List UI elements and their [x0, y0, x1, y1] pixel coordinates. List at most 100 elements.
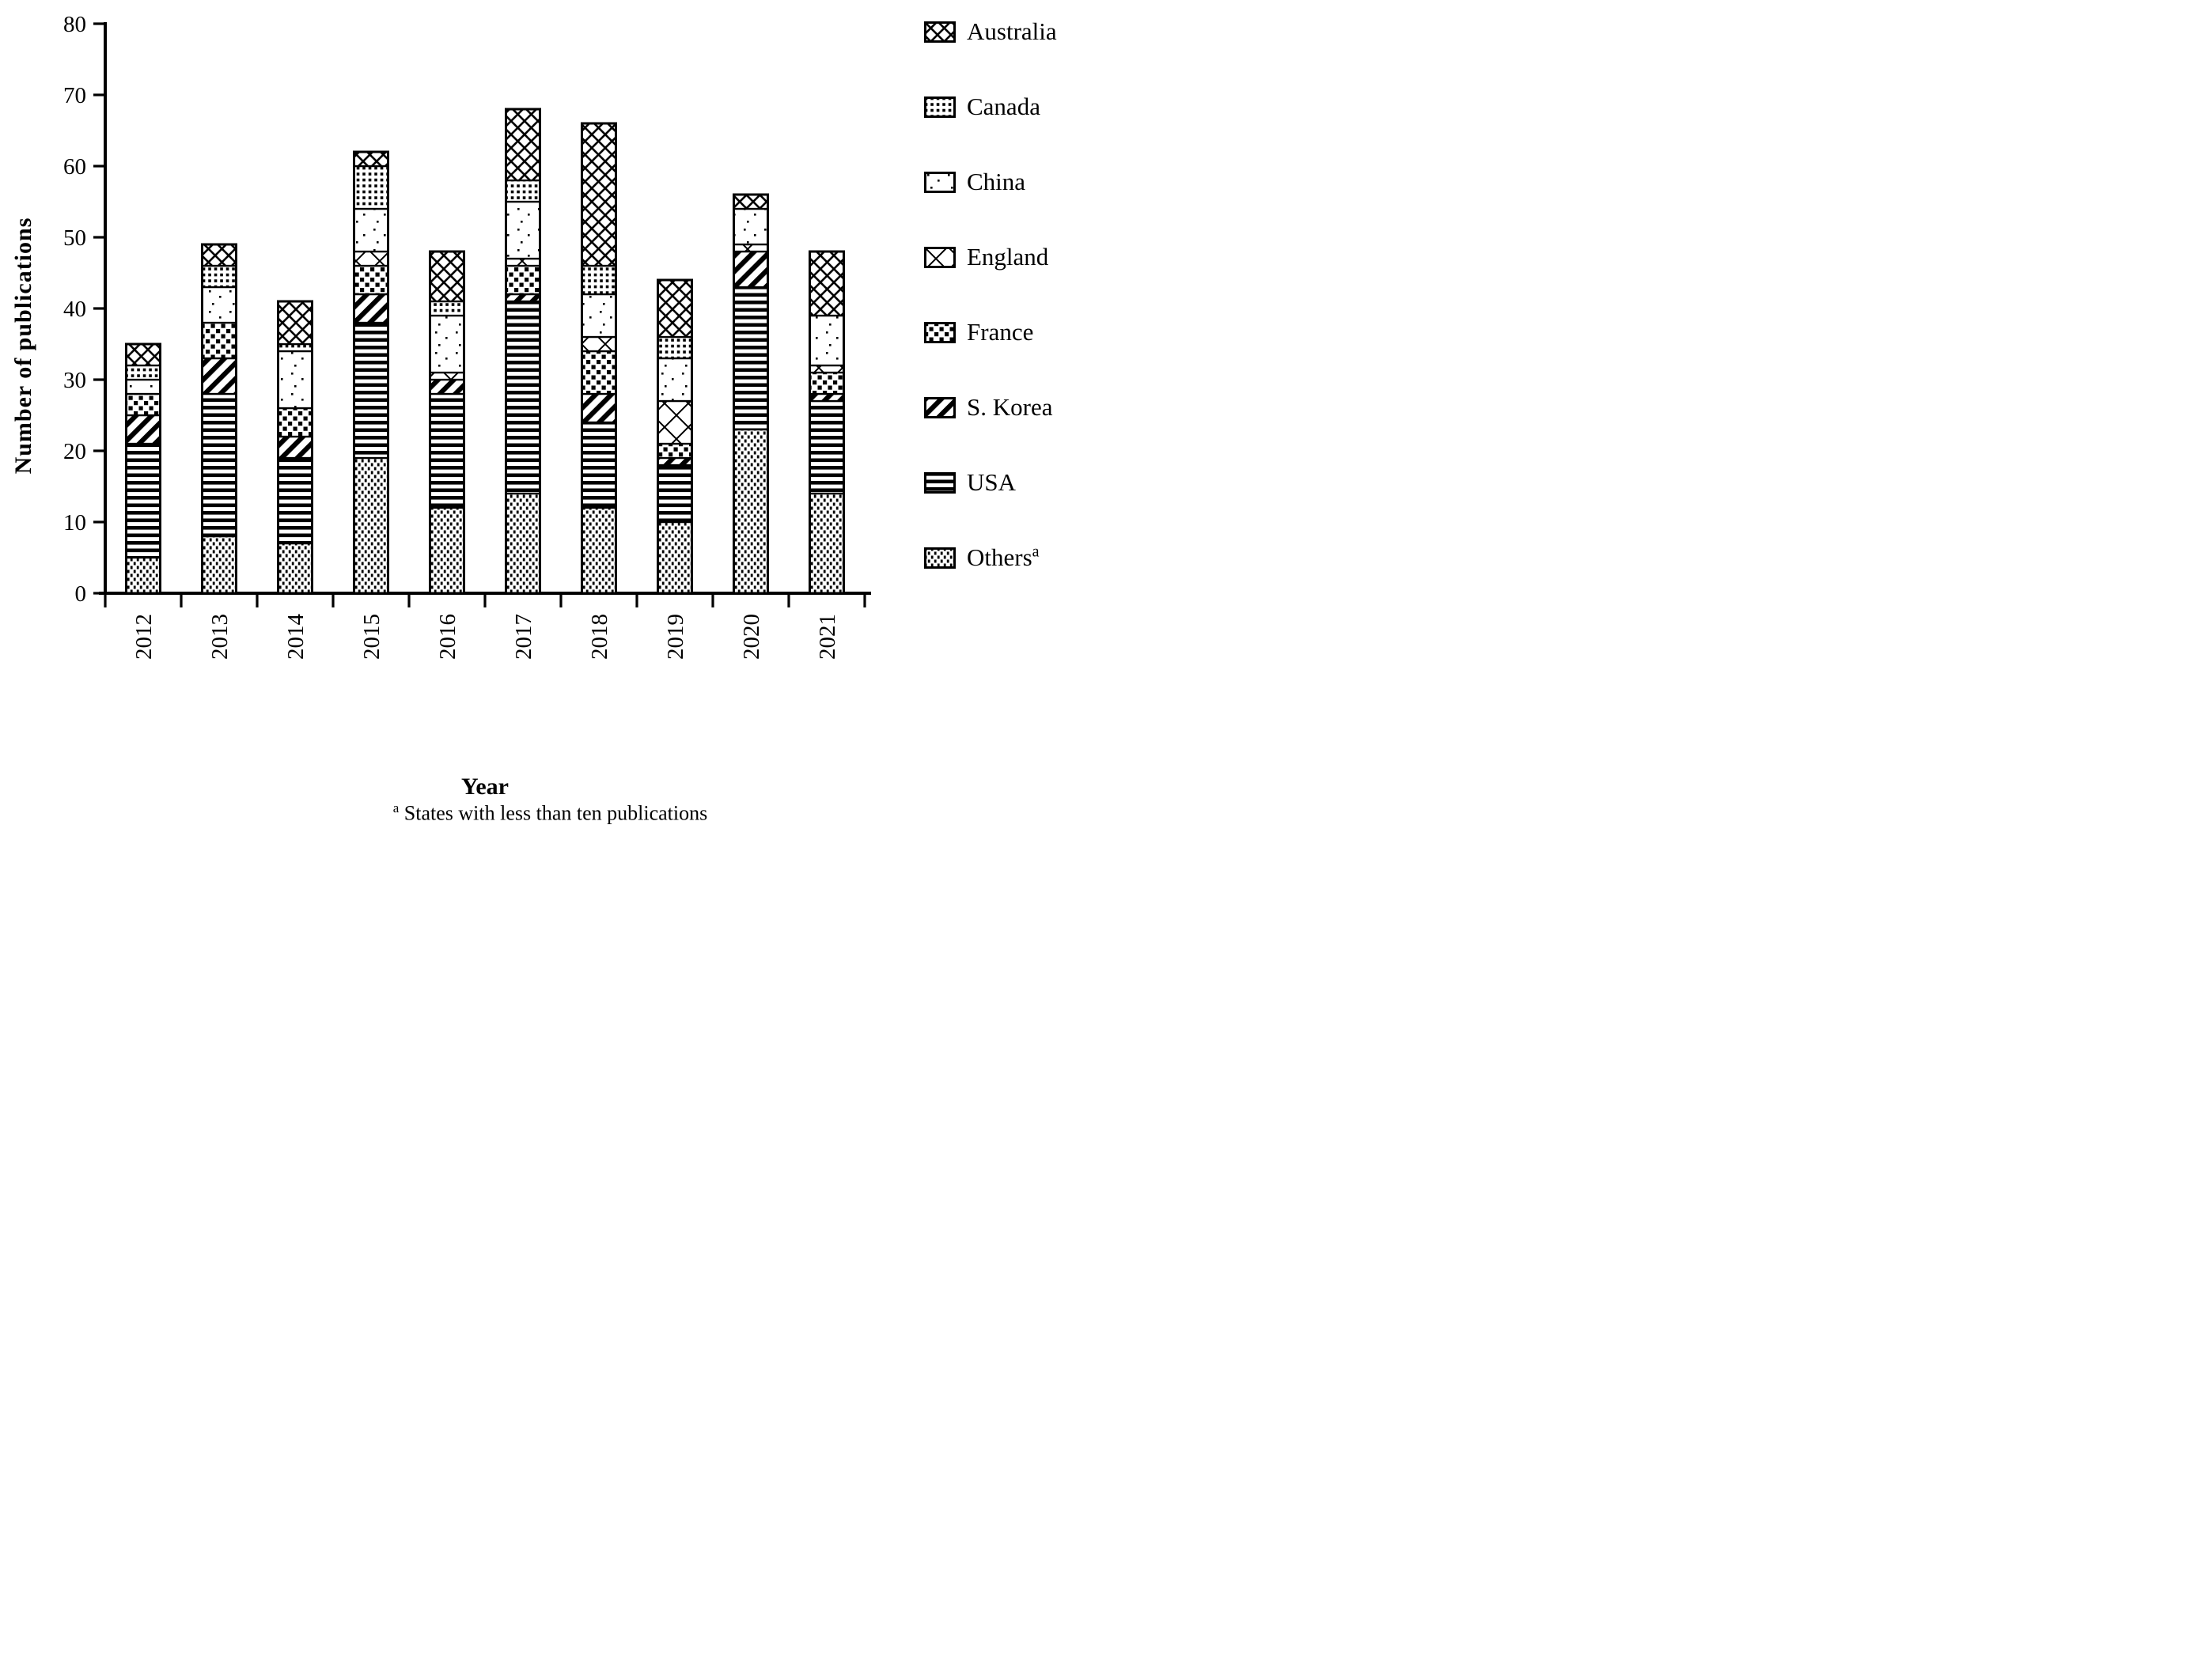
x-axis-category-label: 2020 [739, 614, 764, 660]
bar-segment-2017-france [505, 264, 541, 296]
x-axis-title: Year [461, 774, 509, 800]
footnote: a States with less than ten publications [0, 800, 1100, 826]
bar-outline-2013 [201, 243, 237, 595]
x-axis-category-label: 2018 [587, 614, 612, 660]
legend-swatch-usa-icon [924, 471, 956, 494]
legend-swatch-skorea-icon [924, 396, 956, 418]
bar-outline-2012 [125, 342, 161, 595]
bar-outline-2018 [581, 122, 617, 595]
chart-legend: Australia Canada China England France S. Kore… [924, 17, 1098, 619]
bar-segment-2016-skorea [429, 378, 465, 395]
bar-segment-2015-skorea [353, 293, 389, 324]
bar-segment-2017-skorea [505, 293, 541, 303]
bar-outline-2014 [277, 300, 313, 595]
bar-segment-2020-england [733, 243, 769, 253]
bar-segment-2017-australia [505, 108, 541, 182]
y-axis-tick-label: 30 [63, 368, 86, 393]
legend-item-canada: Canada [924, 93, 1098, 121]
legend-label: France [967, 318, 1034, 346]
y-axis-tick-label: 10 [63, 510, 86, 535]
bar-segment-2017-usa [505, 300, 541, 495]
x-axis-category-label: 2015 [359, 614, 385, 660]
bar-outline-2021 [809, 250, 845, 595]
x-axis-category-label: 2017 [511, 614, 536, 660]
footnote-text: States with less than ten publications [403, 801, 708, 825]
bar-segment-2012-australia [125, 342, 161, 367]
legend-label-superscript: a [1032, 543, 1040, 561]
bar-segment-2018-australia [581, 122, 617, 267]
legend-item-england: England [924, 243, 1098, 271]
legend-label: England [967, 243, 1049, 271]
bar-segment-2014-china [277, 350, 313, 410]
bar-segment-2013-china [201, 286, 237, 324]
bar-segment-2013-others [201, 535, 237, 595]
bar-segment-2014-skorea [277, 435, 313, 460]
bar-outline-2019 [657, 278, 693, 595]
y-axis-tick-label: 60 [63, 154, 86, 180]
bar-outline-2016 [429, 250, 465, 595]
bar-segment-2020-australia [733, 193, 769, 210]
bar-segment-2016-england [429, 371, 465, 381]
bar-segment-2021-france [809, 371, 845, 395]
bar-segment-2019-usa [657, 464, 693, 524]
y-axis-tick-label: 40 [63, 297, 86, 322]
bar-segment-2012-china [125, 378, 161, 395]
legend-label: USA [967, 468, 1017, 496]
bar-segment-2013-france [201, 321, 237, 360]
bar-segment-2021-england [809, 364, 845, 374]
bar-segment-2015-england [353, 250, 389, 267]
bar-segment-2021-usa [809, 399, 845, 495]
legend-swatch-england-icon [924, 246, 956, 268]
bar-segment-2013-skorea [201, 357, 237, 395]
bar-segment-2019-skorea [657, 456, 693, 467]
legend-label: Australia [967, 17, 1057, 45]
legend-label: Canada [967, 93, 1040, 120]
bar-segment-2015-australia [353, 150, 389, 168]
bar-segment-2012-usa [125, 442, 161, 559]
x-axis-category-label: 2019 [663, 614, 688, 660]
legend-swatch-china-icon [924, 171, 956, 193]
bar-segment-2018-england [581, 335, 617, 353]
bar-segment-2020-china [733, 207, 769, 246]
bar-segment-2015-china [353, 207, 389, 253]
y-axis-tick-label: 0 [75, 581, 87, 607]
bar-segment-2018-usa [581, 421, 617, 509]
bar-segment-2014-others [277, 542, 313, 595]
bar-segment-2012-france [125, 392, 161, 417]
bar-segment-2020-skorea [733, 250, 769, 289]
legend-item-china: China [924, 168, 1098, 196]
legend-item-others: Othersa [924, 543, 1098, 572]
bar-segment-2015-usa [353, 321, 389, 460]
x-axis-category-label: 2016 [435, 614, 460, 660]
bar-segment-2018-china [581, 293, 617, 339]
bar-outline-2020 [733, 193, 769, 595]
bar-outline-2015 [353, 150, 389, 595]
bar-segment-2018-canada [581, 264, 617, 296]
bar-segment-2015-canada [353, 165, 389, 210]
bar-segment-2014-france [277, 407, 313, 438]
bar-segment-2015-france [353, 264, 389, 296]
bar-segment-2017-others [505, 492, 541, 595]
legend-item-usa: USA [924, 468, 1098, 497]
legend-item-australia: Australia [924, 17, 1098, 46]
bar-segment-2016-canada [429, 300, 465, 317]
bar-segment-2019-china [657, 357, 693, 403]
bar-segment-2019-england [657, 399, 693, 445]
bar-segment-2021-skorea [809, 392, 845, 403]
bar-segment-2017-china [505, 200, 541, 260]
bar-segment-2018-others [581, 506, 617, 595]
bar-segment-2013-usa [201, 392, 237, 538]
bar-segment-2012-skorea [125, 414, 161, 445]
bar-segment-2013-australia [201, 243, 237, 267]
bar-segment-2016-china [429, 314, 465, 374]
bar-segment-2019-others [657, 520, 693, 595]
bar-segment-2017-england [505, 257, 541, 267]
bar-segment-2021-china [809, 314, 845, 367]
bar-outline-2017 [505, 108, 541, 595]
y-axis-tick-label: 50 [63, 225, 86, 251]
legend-swatch-others-icon [924, 547, 956, 569]
legend-label: China [967, 168, 1026, 195]
legend-label: S. Korea [967, 393, 1053, 421]
bar-segment-2018-skorea [581, 392, 617, 424]
bar-segment-2012-others [125, 556, 161, 595]
